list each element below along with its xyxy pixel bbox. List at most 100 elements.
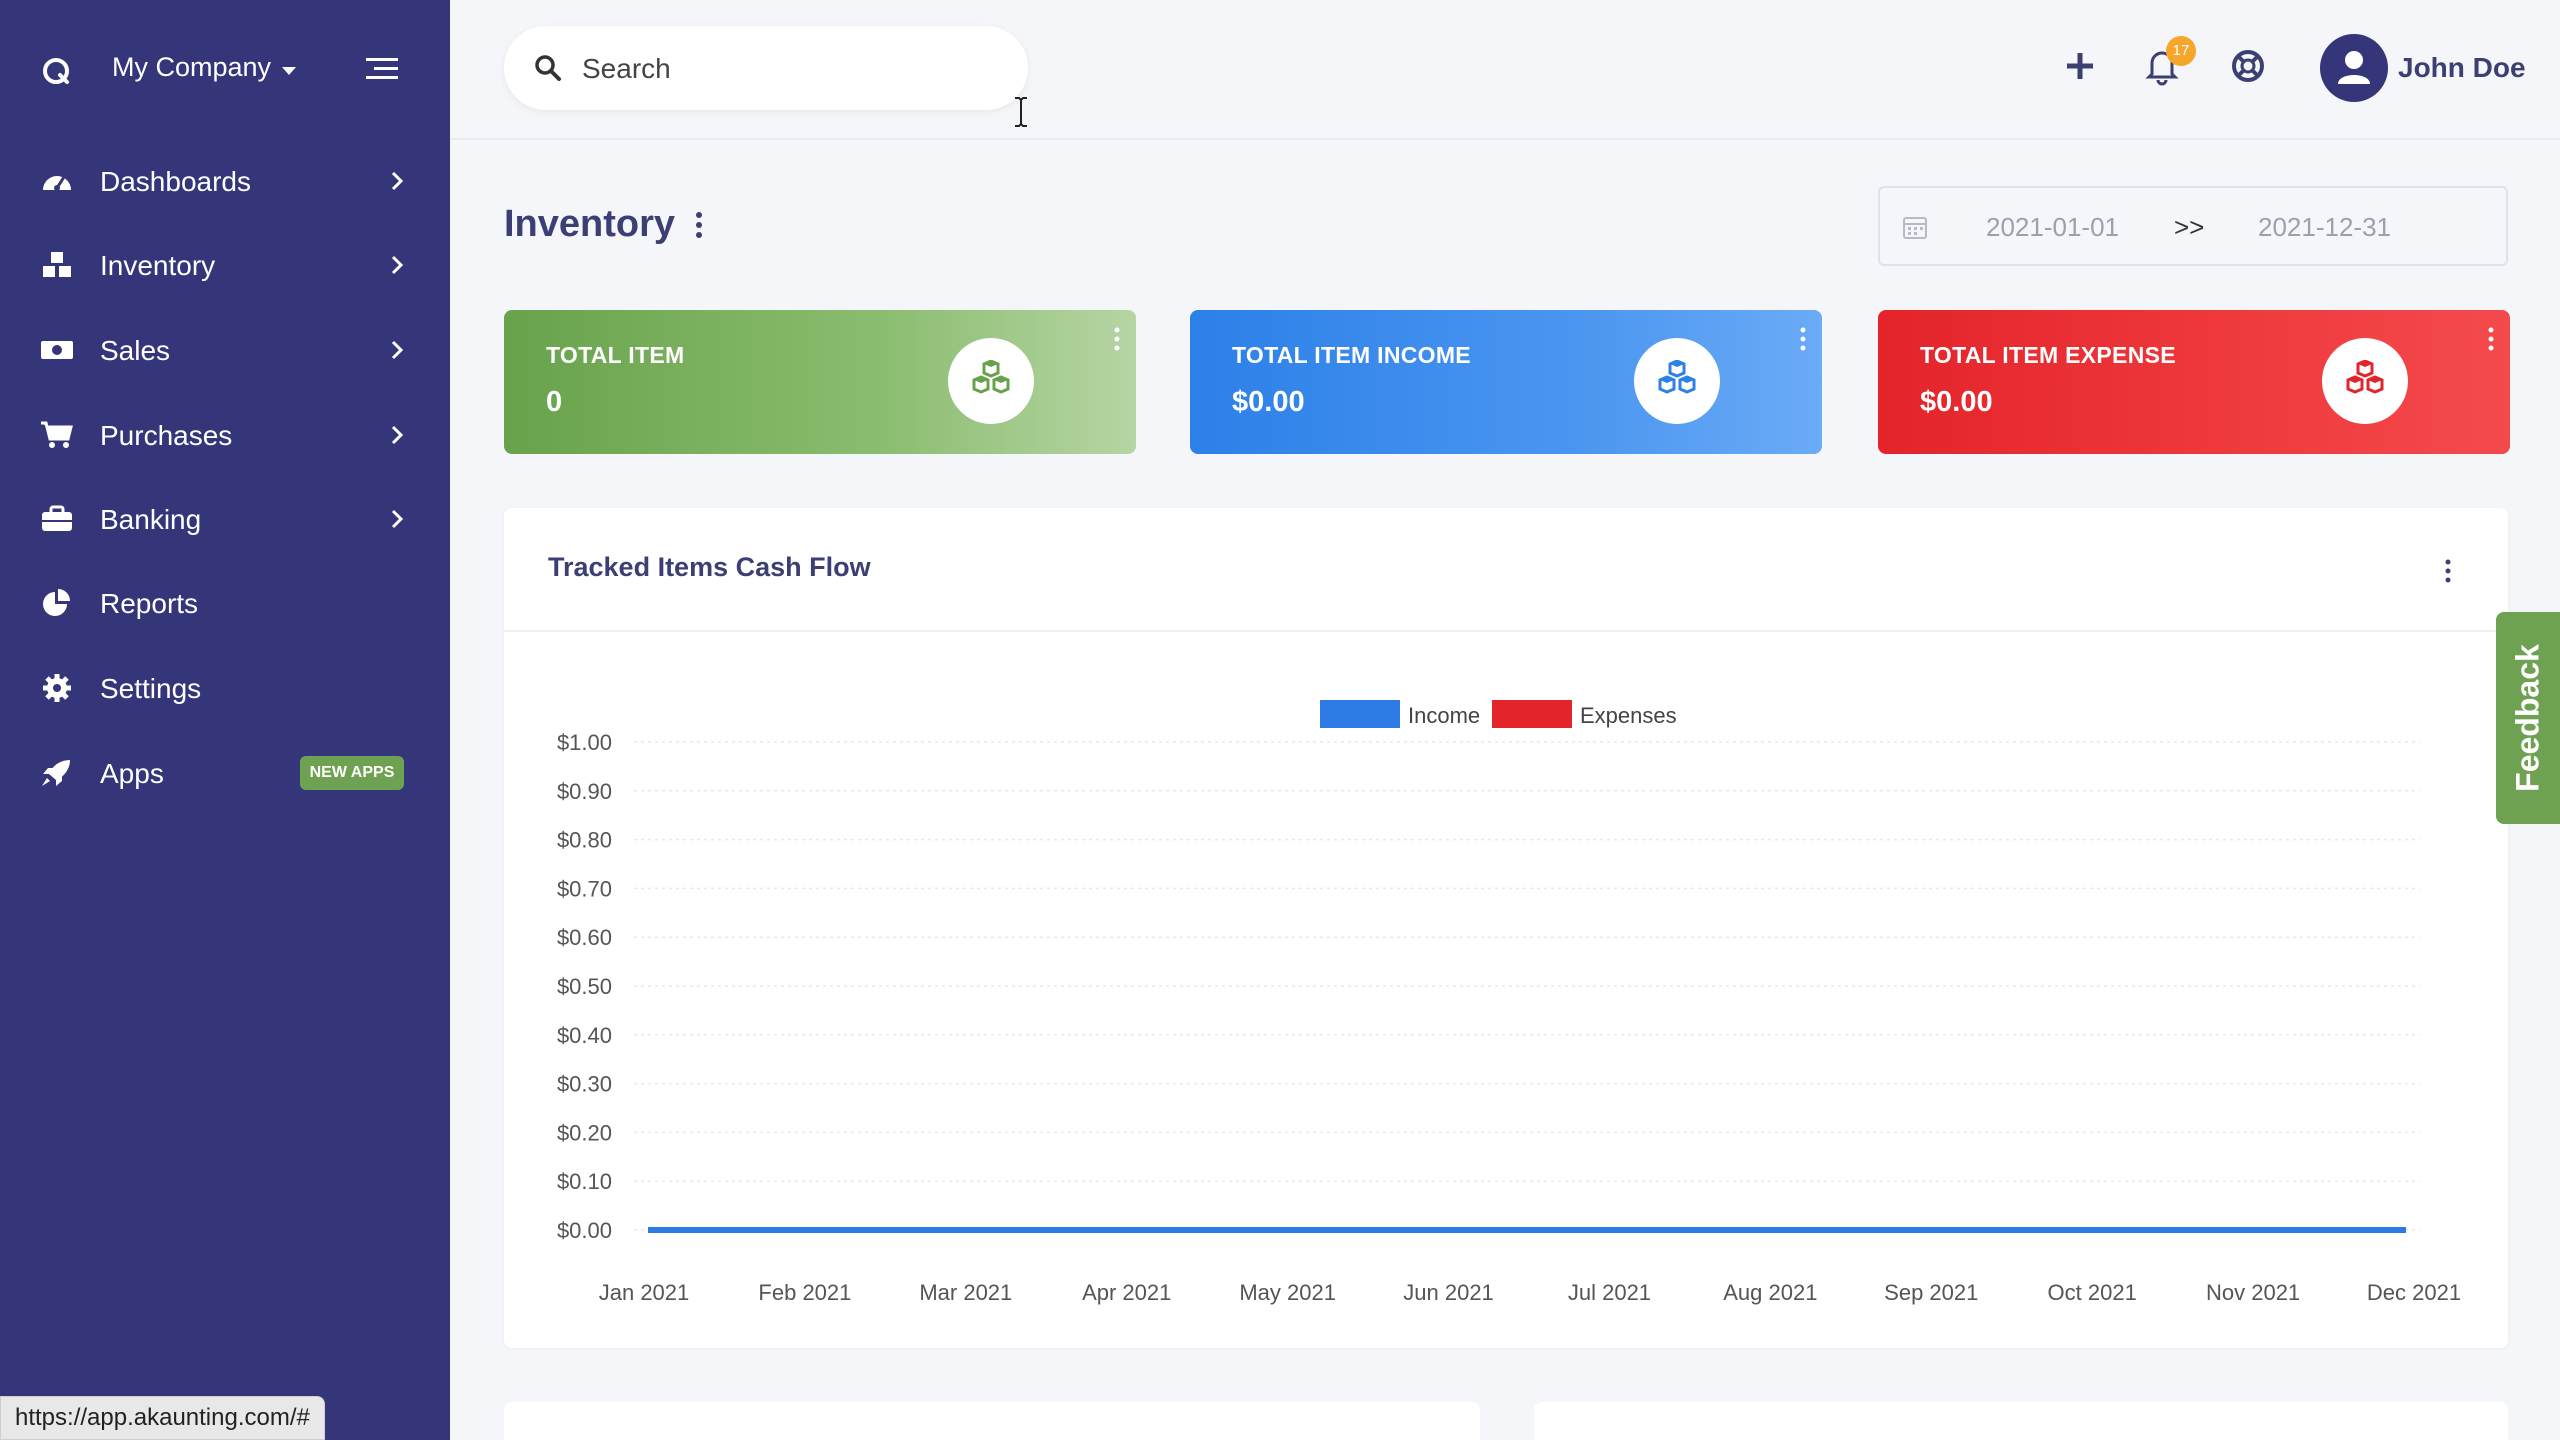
date-from[interactable]: 2021-01-01 (1986, 212, 2119, 242)
chart-title: Tracked Items Cash Flow (548, 552, 871, 582)
briefcase-icon (42, 505, 72, 531)
cubes-icon (972, 360, 1010, 394)
sidebar-item-label: Reports (100, 588, 199, 619)
sidebar-item-dashboards[interactable]: Dashboards (0, 146, 450, 216)
sidebar-item-label: Dashboards (100, 166, 251, 197)
card-icon-circle (948, 338, 1034, 424)
search-placeholder: Search (582, 53, 671, 84)
legend-label: Income (1408, 703, 1480, 728)
x-tick-label: Sep 2021 (1884, 1280, 1978, 1305)
x-tick-label: Feb 2021 (758, 1280, 851, 1305)
sidebar-toggle-icon[interactable] (364, 54, 400, 84)
sidebar-item-apps[interactable]: Apps NEW APPS (0, 738, 450, 808)
sidebar-item-settings[interactable]: Settings (0, 653, 450, 723)
x-tick-label: Apr 2021 (1082, 1280, 1171, 1305)
x-tick-label: Jul 2021 (1568, 1280, 1651, 1305)
chevron-right-icon (391, 509, 404, 529)
card-value: $0.00 (1232, 386, 1305, 418)
more-vertical-icon[interactable] (2442, 558, 2454, 584)
more-vertical-icon[interactable] (692, 210, 706, 240)
date-range-picker[interactable]: 2021-01-01 >> 2021-12-31 (1878, 186, 2508, 266)
bottom-panel-right (1534, 1402, 2508, 1440)
cubes-icon (2346, 360, 2384, 394)
chart-card-header: Tracked Items Cash Flow (504, 508, 2508, 632)
company-logo-icon (43, 58, 69, 84)
y-tick-label: $0.80 (557, 828, 612, 853)
total-item-income-card: TOTAL ITEM INCOME $0.00 (1190, 310, 1822, 454)
chevron-right-icon (391, 425, 404, 445)
y-tick-label: $0.50 (557, 974, 612, 999)
x-tick-label: Mar 2021 (919, 1280, 1012, 1305)
x-tick-label: Dec 2021 (2367, 1280, 2461, 1305)
total-item-expense-card: TOTAL ITEM EXPENSE $0.00 (1878, 310, 2510, 454)
sidebar-item-label: Banking (100, 504, 202, 535)
more-vertical-icon[interactable] (1798, 326, 1808, 352)
legend-swatch (1492, 700, 1572, 728)
sidebar-item-label: Inventory (100, 250, 216, 281)
page-title: Inventory (504, 203, 676, 245)
avatar[interactable] (2320, 34, 2388, 102)
x-tick-label: Jan 2021 (599, 1280, 690, 1305)
card-value: $0.00 (1920, 386, 1993, 418)
bottom-panel-left (504, 1402, 1480, 1440)
bell-icon[interactable] (2144, 46, 2180, 86)
y-tick-label: $0.60 (557, 925, 612, 950)
user-name[interactable]: John Doe (2398, 52, 2526, 83)
notification-count-badge: 17 (2166, 36, 2196, 66)
chevron-right-icon (391, 171, 404, 191)
gauge-icon (43, 176, 71, 191)
sidebar-item-label: Apps (100, 758, 164, 789)
chevron-right-icon (391, 255, 404, 275)
x-tick-label: Aug 2021 (1723, 1280, 1817, 1305)
sidebar-item-inventory[interactable]: Inventory (0, 230, 450, 300)
help-lifering-icon[interactable] (2230, 48, 2266, 84)
date-to[interactable]: 2021-12-31 (2258, 212, 2391, 242)
y-tick-label: $0.70 (557, 876, 612, 901)
text-cursor-icon (1015, 97, 1027, 127)
y-tick-label: $0.20 (557, 1120, 612, 1145)
y-tick-label: $1.00 (557, 730, 612, 755)
pie-chart-icon (43, 589, 70, 616)
x-tick-label: Nov 2021 (2206, 1280, 2300, 1305)
gear-icon (43, 674, 71, 702)
sidebar-item-sales[interactable]: Sales (0, 315, 450, 385)
sidebar-header: My Company (0, 0, 450, 140)
card-title: TOTAL ITEM (546, 342, 685, 368)
cart-icon (41, 421, 73, 448)
cash-flow-chart: $0.00 $0.10 $0.20 $0.30 $0.40 $0.50 $0.60 $0.70… (557, 700, 2461, 1305)
total-item-card: TOTAL ITEM 0 (504, 310, 1136, 454)
legend-label: Expenses (1580, 703, 1677, 728)
feedback-label: Feedback (2509, 644, 2546, 792)
chevron-right-icon (391, 340, 404, 360)
card-title: TOTAL ITEM EXPENSE (1920, 342, 2176, 368)
cash-flow-chart-card: Tracked Items Cash Flow $0.00 $0.10 $0.20 $… (504, 508, 2508, 1348)
add-new-icon[interactable] (2062, 48, 2098, 84)
y-tick-label: $0.90 (557, 779, 612, 804)
legend-swatch (1320, 700, 1400, 728)
sidebar-item-banking[interactable]: Banking (0, 484, 450, 554)
money-icon (41, 341, 73, 359)
feedback-tab[interactable]: Feedback (2496, 612, 2560, 824)
y-tick-label: $0.00 (557, 1218, 612, 1243)
topbar: Search 17 John Doe (450, 0, 2560, 140)
sidebar-item-label: Sales (100, 335, 171, 366)
more-vertical-icon[interactable] (2486, 326, 2496, 352)
y-tick-label: $0.30 (557, 1072, 612, 1097)
y-tick-label: $0.10 (557, 1169, 612, 1194)
card-icon-circle (2322, 338, 2408, 424)
sidebar-item-reports[interactable]: Reports (0, 568, 450, 638)
caret-down-icon[interactable] (280, 62, 298, 80)
sidebar-item-label: Settings (100, 673, 202, 704)
sidebar-item-label: Purchases (100, 420, 233, 451)
cubes-icon (43, 252, 71, 277)
search-input[interactable]: Search (504, 26, 1028, 110)
status-bar-url: https://app.akaunting.com/# (0, 1396, 325, 1440)
new-apps-badge: NEW APPS (300, 756, 404, 790)
company-switcher[interactable]: My Company (112, 52, 272, 82)
x-tick-label: Jun 2021 (1403, 1280, 1494, 1305)
user-icon (2338, 51, 2370, 84)
sidebar-item-purchases[interactable]: Purchases (0, 400, 450, 470)
more-vertical-icon[interactable] (1112, 326, 1122, 352)
card-value: 0 (546, 386, 563, 418)
x-tick-label: May 2021 (1239, 1280, 1336, 1305)
